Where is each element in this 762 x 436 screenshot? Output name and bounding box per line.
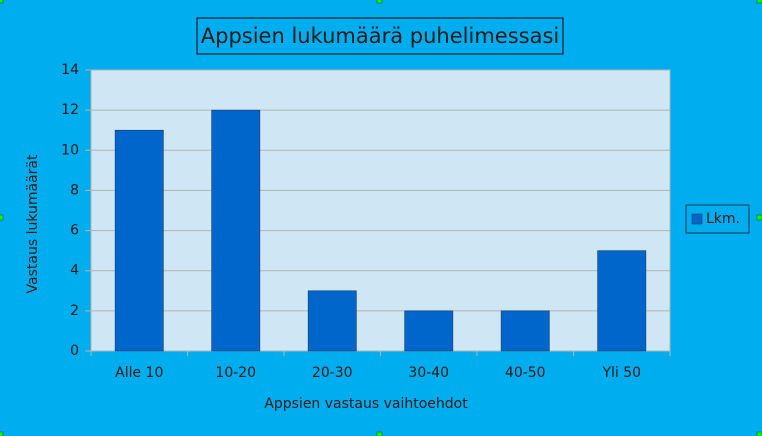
y-tick-label: 14	[61, 62, 79, 78]
x-tick-label: 30-40	[408, 365, 449, 381]
title-box	[196, 17, 564, 55]
y-tick-label: 8	[70, 182, 79, 198]
legend-box	[685, 204, 750, 234]
bar	[211, 109, 261, 352]
bar	[404, 310, 454, 352]
x-axis-label: Appsien vastaus vaihtoehdot	[264, 396, 468, 412]
y-tick-label: 6	[70, 223, 79, 239]
legend-label: Lkm.	[706, 211, 740, 227]
bar	[597, 250, 647, 352]
y-tick-label: 2	[70, 303, 79, 319]
x-tick-label: Alle 10	[115, 365, 163, 381]
bar	[307, 290, 357, 352]
x-tick-label: Yli 50	[601, 365, 641, 381]
bar	[500, 310, 550, 352]
legend-swatch	[691, 213, 703, 225]
y-axis-label: Vastaus lukumäärät	[25, 154, 41, 293]
y-tick-label: 12	[61, 102, 79, 118]
bar	[114, 129, 164, 352]
chart-title: Appsien lukumäärä puhelimessasi	[201, 24, 560, 48]
plot-area	[90, 69, 671, 352]
x-tick-label: 40-50	[505, 365, 546, 381]
y-tick-label: 10	[61, 142, 79, 158]
y-tick-label: 4	[70, 263, 79, 279]
x-tick-label: 10-20	[215, 365, 256, 381]
x-tick-label: 20-30	[312, 365, 353, 381]
y-tick-label: 0	[70, 343, 79, 359]
